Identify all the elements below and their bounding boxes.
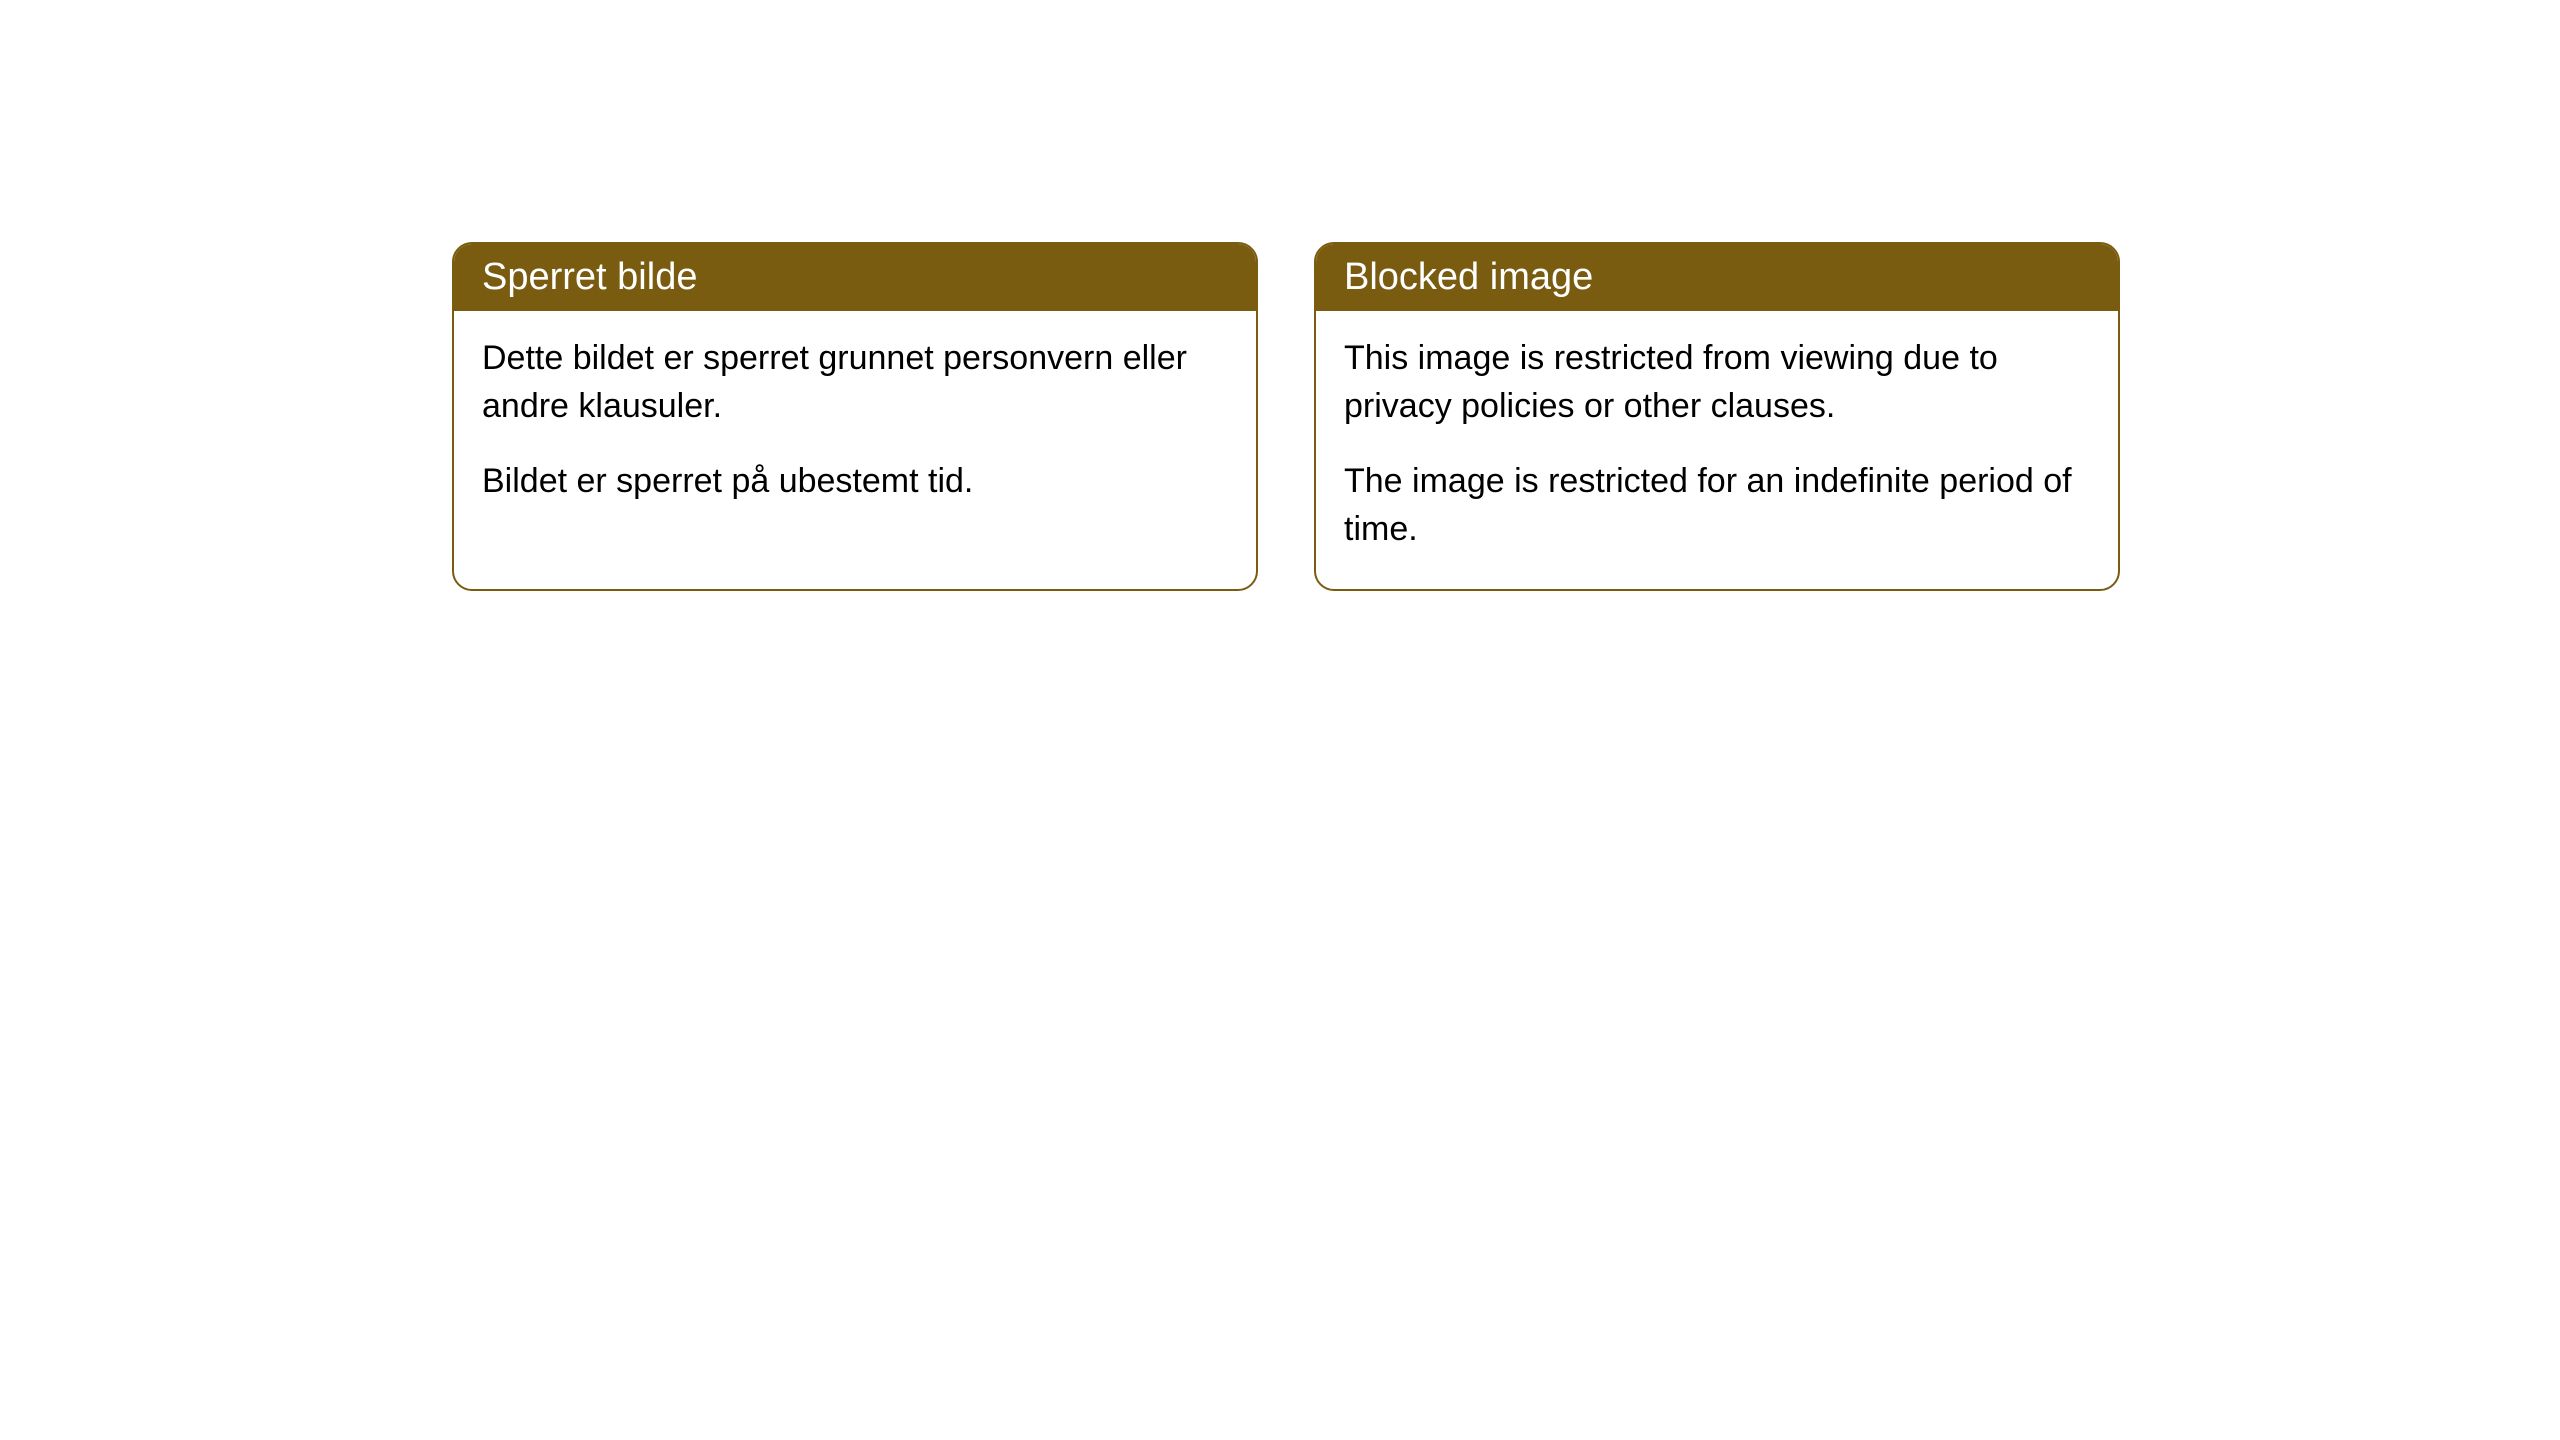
card-text-line-1: Dette bildet er sperret grunnet personve… bbox=[482, 335, 1228, 430]
card-text-line-2: Bildet er sperret på ubestemt tid. bbox=[482, 458, 1228, 506]
card-header: Blocked image bbox=[1316, 244, 2118, 311]
card-text-line-2: The image is restricted for an indefinit… bbox=[1344, 458, 2090, 553]
card-body: This image is restricted from viewing du… bbox=[1316, 311, 2118, 589]
blocked-image-card-no: Sperret bilde Dette bildet er sperret gr… bbox=[452, 242, 1258, 591]
card-header: Sperret bilde bbox=[454, 244, 1256, 311]
blocked-image-card-en: Blocked image This image is restricted f… bbox=[1314, 242, 2120, 591]
card-text-line-1: This image is restricted from viewing du… bbox=[1344, 335, 2090, 430]
card-body: Dette bildet er sperret grunnet personve… bbox=[454, 311, 1256, 542]
notice-cards-container: Sperret bilde Dette bildet er sperret gr… bbox=[0, 0, 2560, 591]
